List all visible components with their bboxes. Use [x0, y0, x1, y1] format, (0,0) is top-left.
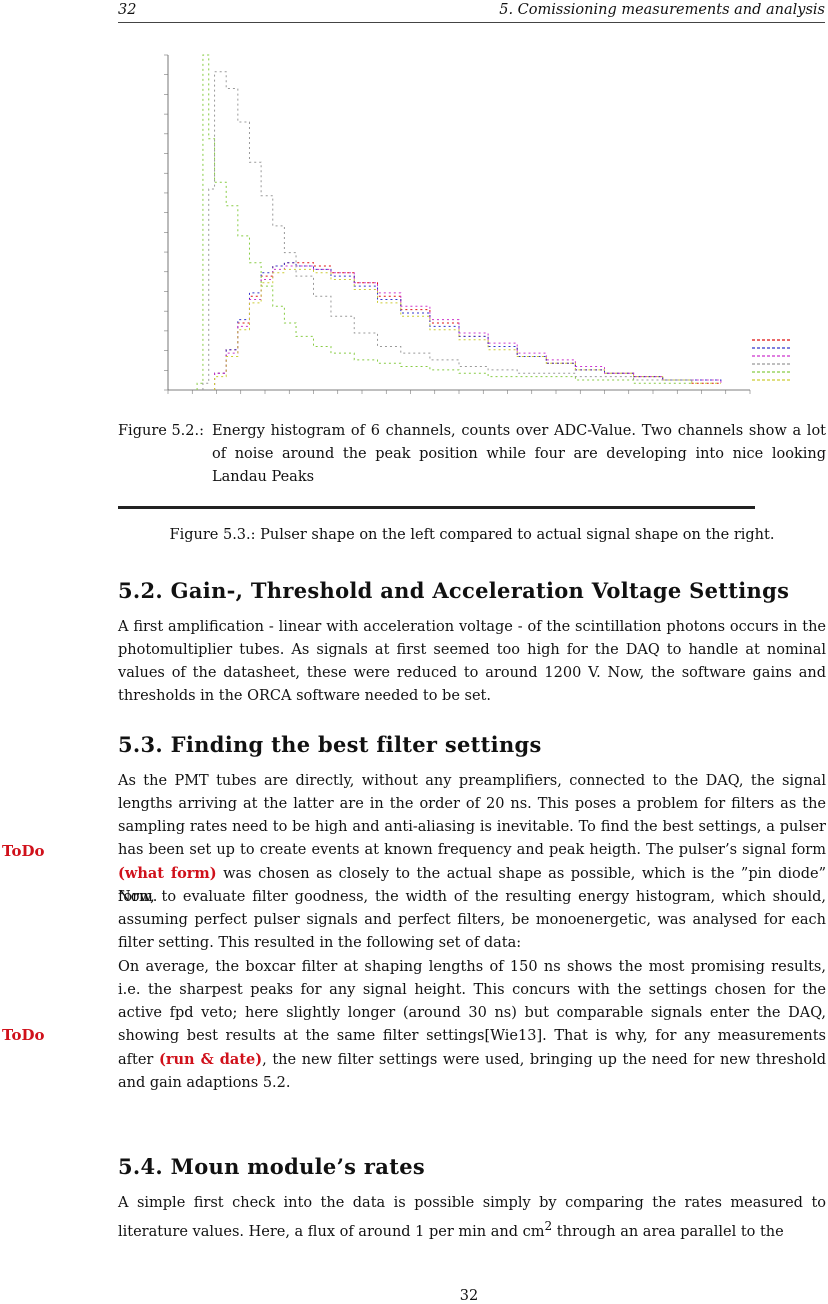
p1-text-after: was chosen as closely to the actual shap…	[118, 866, 826, 905]
section-5-3-paragraph-2: Now, to evaluate filter goodness, the wi…	[118, 889, 826, 951]
p1-text-before: As the PMT tubes are directly, without a…	[118, 773, 826, 858]
energy-histogram-chart	[164, 54, 790, 394]
series-line-ch1	[214, 262, 721, 390]
figure-5-3-caption: Figure 5.3.: Pulser shape on the left co…	[169, 527, 775, 543]
figure-5-2-label: Figure 5.2.:	[118, 423, 204, 439]
section-5-2-paragraph: A first amplification - linear with acce…	[118, 619, 826, 704]
series-line-ch6	[214, 268, 721, 390]
section-5-4-paragraph: A simple first check into the data is po…	[118, 1192, 826, 1244]
section-5-3-paragraph-1: As the PMT tubes are directly, without a…	[118, 770, 826, 909]
series-line-ch3	[214, 265, 722, 390]
figure-5-3-placeholder-rule	[118, 506, 755, 509]
running-header: 32 5. Comissioning measurements and anal…	[118, 2, 825, 23]
section-5-4-heading: 5.4. Moun module’s rates	[118, 1154, 425, 1179]
series-line-ch4	[202, 71, 693, 390]
header-page-number: 32	[118, 2, 137, 18]
p3-text-before: On average, the boxcar filter at shaping…	[118, 959, 826, 1068]
superscript-2: 2	[544, 1219, 553, 1233]
figure-5-2-text: Energy histogram of 6 channels, counts o…	[212, 423, 826, 485]
margin-todo-2: ToDo	[2, 1026, 45, 1044]
footer-page-number: 32	[459, 1288, 479, 1304]
series-line-ch5	[196, 54, 692, 390]
p5-4-text-after: through an area parallel to the	[552, 1223, 784, 1240]
header-chapter-title: 5. Comissioning measurements and analysi…	[499, 2, 825, 18]
p3-text-after: , the new filter settings were used, bri…	[118, 1052, 827, 1091]
todo-inline-run-date: (run & date)	[158, 1051, 263, 1068]
section-5-2-heading: 5.2. Gain-, Threshold and Acceleration V…	[118, 578, 790, 603]
todo-inline-what-form: (what form)	[118, 865, 217, 882]
p5-4-text-before: A simple first check into the data is po…	[118, 1195, 826, 1240]
margin-todo-1: ToDo	[2, 842, 45, 860]
section-5-3-paragraph-3: On average, the boxcar filter at shaping…	[118, 956, 826, 1095]
section-5-3-heading: 5.3. Finding the best filter settings	[118, 732, 542, 757]
series-line-ch2	[214, 262, 722, 390]
